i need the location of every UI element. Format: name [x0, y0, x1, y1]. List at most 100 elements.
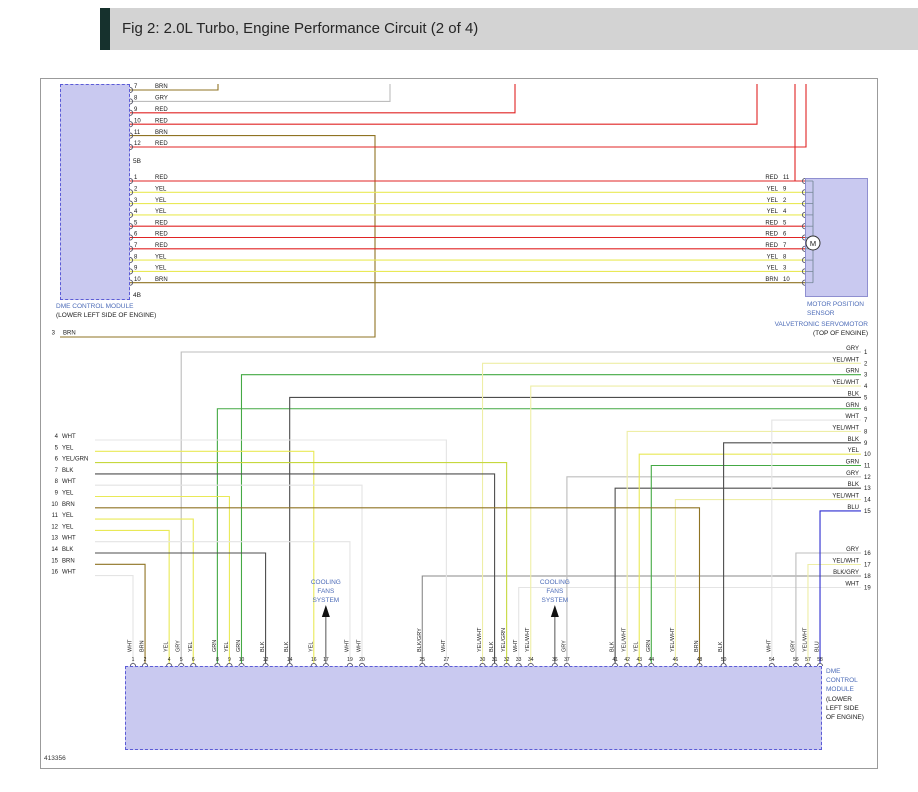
wire-label: YEL [767, 209, 779, 215]
wire-label: 48 [697, 657, 703, 663]
wire-label: 12 [134, 141, 141, 147]
connector-pin [129, 177, 133, 185]
wire-label: 57 [805, 657, 811, 663]
connector-pin [636, 663, 643, 667]
wire-label: BRN [62, 502, 75, 508]
wire-label: 9 [55, 491, 59, 497]
wire-label: 3 [52, 331, 56, 337]
wire-label: 27 [444, 657, 450, 663]
connector-pin [802, 279, 806, 286]
wire [614, 487, 861, 663]
wire-label: YEL/WHT [802, 627, 808, 652]
wire [240, 374, 861, 663]
wire-label: BRN [140, 640, 146, 652]
connector-pin [672, 663, 679, 667]
wire [95, 439, 447, 663]
wire-label: WHT [766, 639, 772, 652]
wire-label: 6 [783, 232, 787, 238]
connector-pin [129, 143, 133, 151]
dme-top-module-location: (LOWER LEFT SIDE OF ENGINE) [56, 312, 157, 319]
wire [723, 442, 861, 663]
wire-label: RED [155, 175, 168, 181]
wire-label: WHT [62, 536, 76, 542]
wire [771, 419, 861, 663]
motor-symbol-letter: M [810, 239, 816, 248]
wire-label: 10 [134, 277, 141, 283]
wire-label: 2 [134, 187, 138, 193]
connector-pin [802, 257, 806, 264]
connector-pin [802, 177, 806, 185]
wire-label: GRN [846, 403, 859, 409]
wire-label: YEL [224, 642, 230, 652]
wire-label: BLK [62, 547, 73, 553]
dme-bottom-location-line: OF ENGINE) [826, 714, 864, 721]
wire-label: GRN [212, 640, 218, 652]
wire-label: WHT [357, 639, 363, 652]
wire-label: GRY [846, 547, 859, 553]
connector-pin [166, 663, 173, 667]
connector-pin [286, 663, 293, 667]
wire-label: BRN [765, 277, 778, 283]
wire-label: 19 [864, 586, 871, 592]
wire-label: YEL [155, 209, 167, 215]
wire-label: 11 [134, 130, 141, 136]
connector-pin [358, 663, 366, 667]
dme-bottom-location-line: (LOWER [826, 696, 852, 703]
wire-label: YEL [62, 445, 74, 451]
wire [650, 464, 861, 663]
cooling-fans-label: FANS [317, 588, 335, 595]
connector-pin [142, 663, 149, 667]
up-arrow [550, 605, 559, 617]
wire-label: WHT [513, 639, 519, 652]
connector-pin [129, 234, 133, 241]
wire-label: 9 [134, 107, 138, 113]
wire-label: 8 [783, 254, 787, 260]
wire-label: WHT [344, 639, 350, 652]
connector-pin [129, 200, 133, 207]
wire-label: 12 [51, 524, 58, 530]
wire-label: 1 [132, 657, 135, 663]
dme-bottom-location-line: LEFT SIDE [826, 705, 859, 712]
wire-label: 16 [51, 570, 58, 576]
wire-label: 42 [624, 657, 630, 663]
wire [807, 563, 861, 663]
connector-pin [129, 86, 133, 94]
wire-label: 44 [648, 657, 654, 663]
connector-pin [624, 663, 631, 667]
wire-label: BLK/GRY [833, 570, 859, 576]
wire-label: YEL/WHT [832, 494, 859, 500]
wire-label: YEL [62, 524, 74, 530]
wire-label: RED [155, 243, 168, 249]
wire [95, 563, 146, 663]
connector-pin [720, 663, 727, 667]
wire-label: BRN [694, 640, 700, 652]
wire [60, 135, 376, 338]
wire-label: BLU [847, 505, 859, 511]
wire-label: RED [155, 107, 168, 113]
wire [819, 510, 861, 663]
connector-pin [214, 663, 221, 667]
wire-label: WHT [845, 582, 859, 588]
wire-label: YEL [164, 642, 170, 652]
wire [130, 84, 219, 91]
connector-pin [129, 257, 133, 264]
wire-label: BLK [848, 437, 859, 443]
wire-label: GRY [790, 640, 796, 652]
wire-label: 8 [864, 429, 868, 435]
wire [421, 575, 861, 663]
wire-label: RED [155, 118, 168, 124]
document-number: 413356 [44, 755, 66, 762]
wire-label: 7 [783, 243, 787, 249]
wire-label: GRY [846, 471, 859, 477]
wire-label: 4 [134, 209, 138, 215]
connector-pin [804, 663, 812, 667]
wire-label: YEL/WHT [622, 627, 628, 652]
wire-label: 11 [864, 464, 871, 470]
wire-label: BLK [284, 641, 290, 652]
dme-bottom-name-line: DME [826, 668, 841, 675]
connector-pin [129, 98, 133, 105]
wire-label: 3 [783, 266, 787, 272]
dme-bottom-module-name: DME CONTROL MODULE [826, 667, 858, 694]
wire-label: 8 [55, 479, 59, 485]
